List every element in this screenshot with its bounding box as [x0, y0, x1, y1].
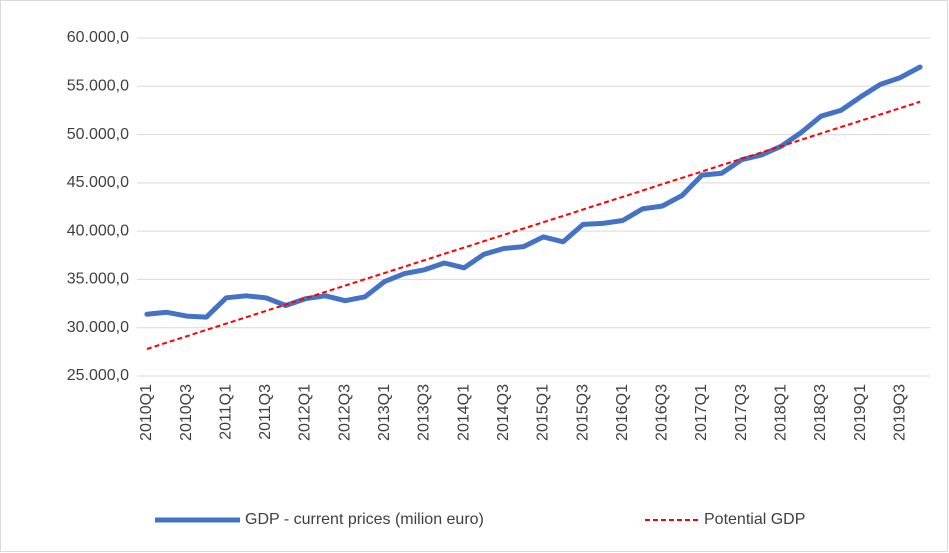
x-tick-label: 2013Q1: [376, 384, 393, 441]
y-tick-label: 30.000,0: [67, 319, 129, 336]
data-line: [144, 64, 923, 320]
y-tick-label: 40.000,0: [67, 222, 129, 239]
y-tick-label: 35.000,0: [67, 271, 129, 288]
x-tick-label: 2016Q3: [654, 384, 671, 441]
x-tick-label: 2019Q3: [891, 384, 908, 441]
data-line: [146, 100, 921, 350]
y-tick-label: 50.000,0: [67, 126, 129, 143]
y-tick-label: 60.000,0: [67, 29, 129, 46]
legend-label: GDP - current prices (milion euro): [245, 511, 484, 528]
x-tick-label: 2015Q1: [535, 384, 552, 441]
x-tick-label: 2017Q1: [693, 384, 710, 441]
y-tick-label: 25.000,0: [67, 367, 129, 384]
x-tick-label: 2012Q1: [297, 384, 314, 441]
x-tick-label: 2016Q1: [614, 384, 631, 441]
x-tick-label: 2011Q1: [217, 384, 234, 440]
legend-label: Potential GDP: [704, 511, 805, 528]
x-tick-label: 2011Q3: [257, 384, 274, 440]
x-tick-label: 2012Q3: [336, 384, 353, 441]
x-tick-label: 2014Q3: [495, 384, 512, 441]
x-tick-label: 2015Q3: [574, 384, 591, 441]
x-tick-label: 2018Q1: [773, 384, 790, 441]
x-tick-label: 2014Q1: [455, 384, 472, 441]
y-tick-label: 55.000,0: [67, 78, 129, 95]
x-tick-label: 2019Q1: [852, 384, 869, 441]
x-tick-label: 2010Q3: [178, 384, 195, 441]
y-tick-label: 45.000,0: [67, 174, 129, 191]
x-tick-label: 2013Q3: [416, 384, 433, 441]
x-tick-label: 2017Q3: [733, 384, 750, 441]
x-tick-label: 2018Q3: [812, 384, 829, 441]
x-tick-label: 2010Q1: [138, 384, 155, 441]
